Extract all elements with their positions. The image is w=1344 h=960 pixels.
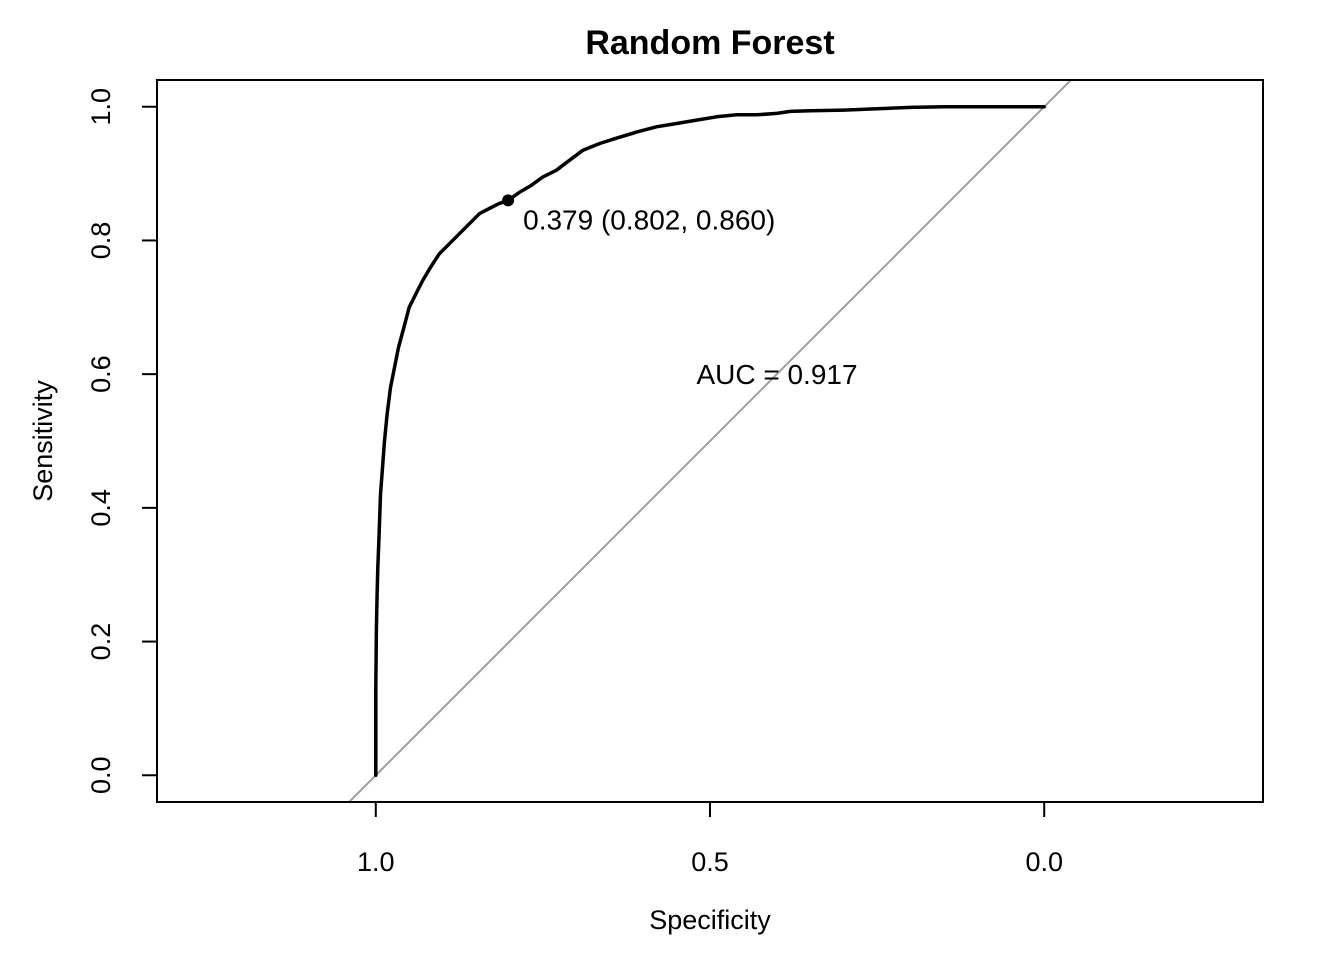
y-tick-label: 0.2 [86,623,116,661]
y-tick-label: 0.8 [86,222,116,260]
y-tick-label: 0.0 [86,756,116,794]
threshold-point [502,194,515,207]
y-axis: 0.0 0.2 0.4 0.6 0.8 1.0 [86,88,158,794]
y-tick-label: 0.6 [86,355,116,393]
auc-label: AUC = 0.917 [696,359,857,390]
reference-diagonal-line [347,80,1073,802]
y-tick-label: 0.4 [86,489,116,527]
y-tick-label: 1.0 [86,88,116,126]
chart-title: Random Forest [585,24,834,62]
x-tick-label: 0.5 [691,847,729,877]
x-axis-label: Specificity [649,905,771,935]
threshold-label: 0.379 (0.802, 0.860) [523,204,775,235]
x-tick-label: 1.0 [357,847,395,877]
x-axis: 1.0 0.5 0.0 [357,801,1063,877]
y-axis-label: Sensitivity [28,380,58,502]
x-tick-label: 0.0 [1025,847,1063,877]
